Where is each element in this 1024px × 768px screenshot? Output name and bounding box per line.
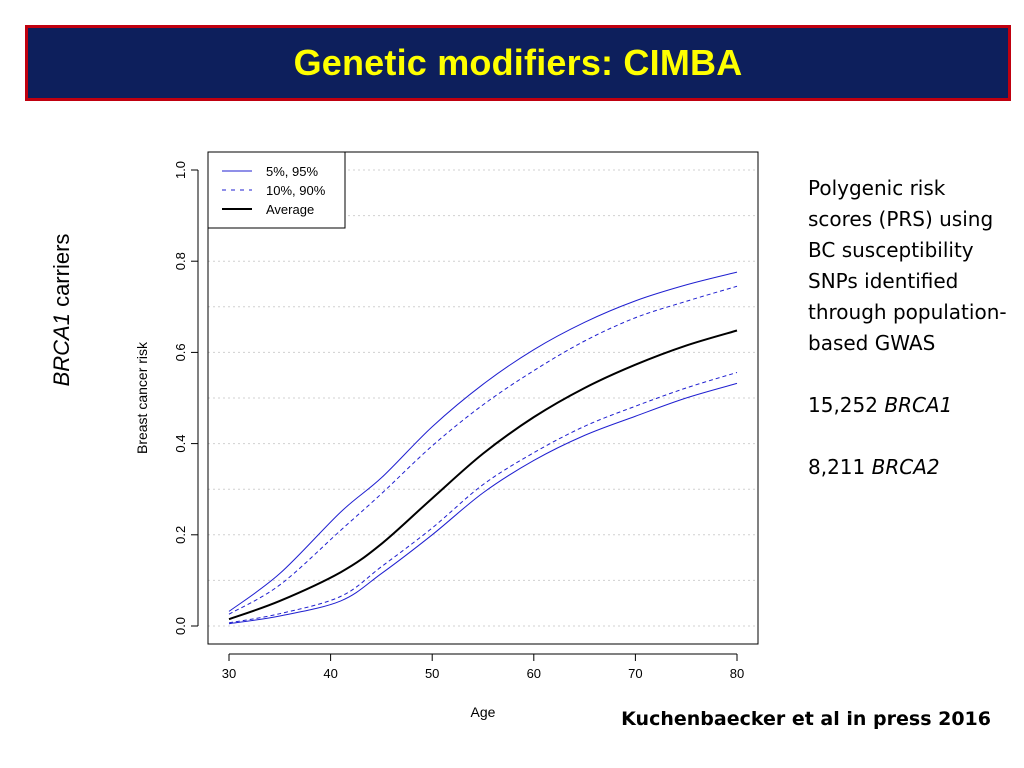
legend-label: 10%, 90% (266, 183, 326, 198)
x-axis-title: Age (471, 704, 496, 720)
prs-description: Polygenic risk scores (PRS) using BC sus… (808, 176, 1007, 355)
brca1-count: 15,252 (808, 393, 885, 417)
y-tick-label: 0.8 (173, 252, 188, 270)
legend-box (207, 151, 346, 229)
x-tick-label: 80 (730, 666, 744, 681)
legend-label: 5%, 95% (266, 164, 318, 179)
y-tick-label: 0.6 (173, 343, 188, 361)
x-tick-label: 40 (323, 666, 337, 681)
slide-title: Genetic modifiers: CIMBA (293, 42, 743, 83)
series-line-10-90-upper (228, 285, 738, 615)
y-tick-label: 0.0 (173, 617, 188, 635)
x-tick-label: 50 (425, 666, 439, 681)
series-line-average-middle (228, 329, 738, 621)
y-tick-label: 1.0 (173, 161, 188, 179)
x-tick-label: 70 (628, 666, 642, 681)
series-line-10-90-lower (228, 371, 738, 624)
y-tick-label: 0.2 (173, 526, 188, 544)
y-axis-title: Breast cancer risk (134, 341, 150, 454)
series-line-5-95-upper (228, 271, 738, 612)
series-line-5-95-lower (228, 382, 738, 625)
citation: Kuchenbaecker et al in press 2016 (621, 708, 991, 730)
plot-frame (207, 151, 759, 645)
brca2-count: 8,211 (808, 455, 872, 479)
brca2-gene: BRCA2 (871, 455, 940, 479)
x-tick-label: 60 (527, 666, 541, 681)
y-tick-label: 0.4 (173, 435, 188, 453)
legend-label: Average (266, 202, 314, 217)
brca2-count-line: 8,211 BRCA2 (808, 452, 1013, 483)
notes-panel: Polygenic risk scores (PRS) using BC sus… (808, 173, 1013, 483)
brca1-count-line: 15,252 BRCA1 (808, 390, 1013, 421)
brca1-gene: BRCA1 (884, 393, 953, 417)
title-banner: Genetic modifiers: CIMBA (25, 25, 1011, 101)
x-tick-label: 30 (222, 666, 236, 681)
